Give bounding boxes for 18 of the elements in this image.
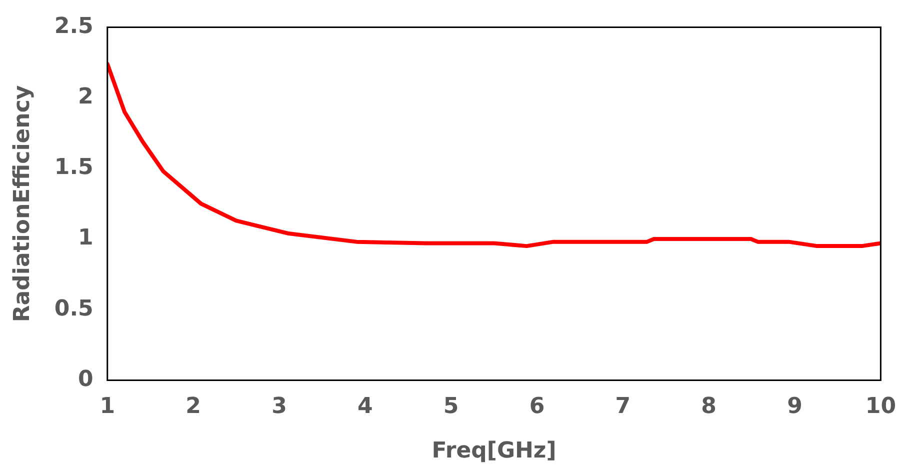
x-tick-label: 8	[701, 394, 716, 420]
x-tick-label: 7	[615, 394, 631, 420]
x-tick-label: 1	[100, 394, 116, 420]
x-axis-title: Freq[GHz]	[432, 438, 556, 464]
x-tick-label: 9	[787, 394, 802, 420]
x-tick-label: 2	[186, 394, 201, 420]
y-tick-label: 2	[78, 84, 94, 110]
x-tick-label: 10	[865, 394, 896, 420]
x-tick-label: 3	[272, 394, 287, 420]
x-tick-label: 5	[443, 394, 459, 420]
y-tick-label: 1	[78, 226, 94, 251]
y-tick-label: 2.5	[54, 14, 94, 39]
y-axis-title: RadiationEfficiency	[10, 85, 35, 322]
y-tick-label: 1.5	[54, 155, 94, 180]
x-tick-label: 6	[529, 394, 545, 420]
y-tick-label: 0.5	[54, 296, 94, 322]
y-tick-label: 0	[78, 366, 94, 392]
x-tick-label: 4	[357, 394, 373, 420]
